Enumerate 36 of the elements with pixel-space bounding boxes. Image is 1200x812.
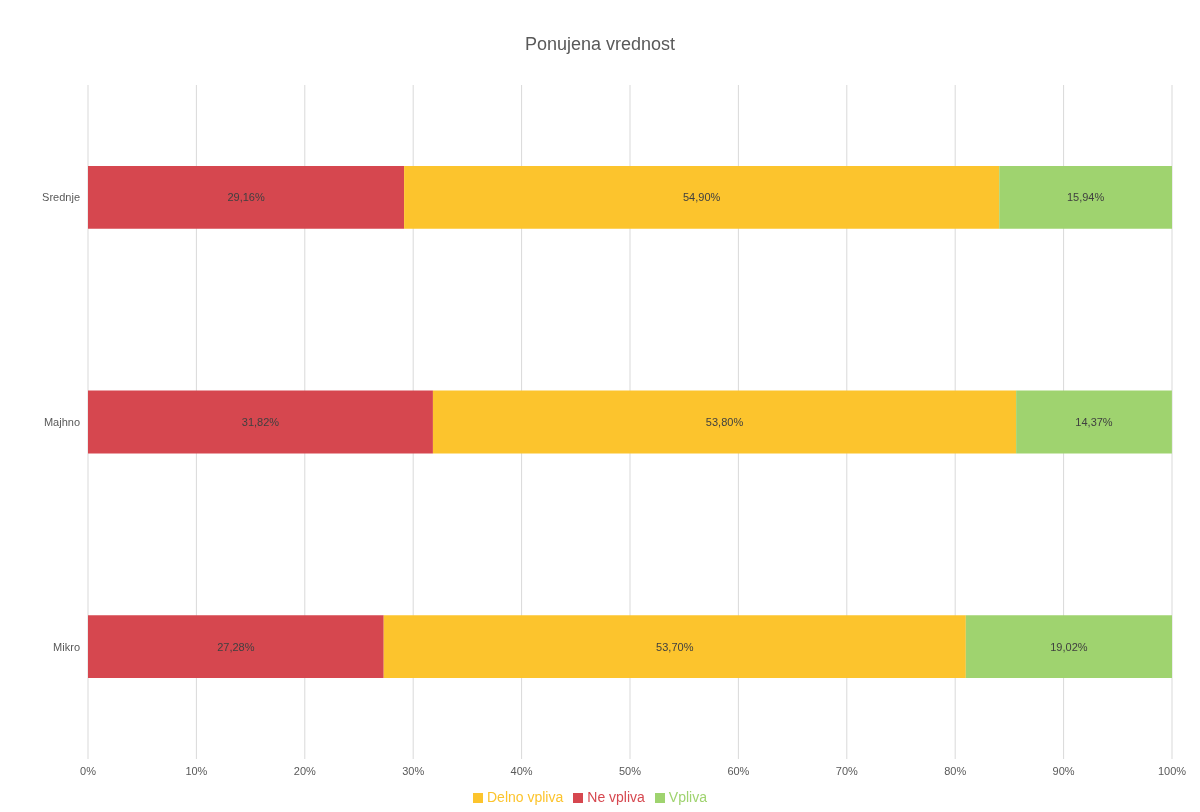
data-label: 53,70% xyxy=(656,640,694,653)
data-label: 31,82% xyxy=(241,416,280,428)
bar xyxy=(88,165,405,229)
x-tick-label: 60% xyxy=(727,764,750,777)
x-tick-label: 100% xyxy=(1157,764,1187,777)
bar xyxy=(383,615,966,679)
x-tick-label: 0% xyxy=(80,764,97,777)
bar xyxy=(432,390,1017,454)
bar xyxy=(88,615,384,679)
y-tick-label: Majhno xyxy=(43,415,80,428)
data-label: 19,02% xyxy=(1050,640,1088,653)
data-label: 53,80% xyxy=(705,416,744,428)
bar xyxy=(404,165,1000,229)
x-tick-label: 80% xyxy=(944,764,967,777)
data-label: 54,90% xyxy=(683,191,721,204)
legend-label: Vpliva xyxy=(668,789,707,805)
legend-label: Ne vpliva xyxy=(587,789,645,805)
bar xyxy=(965,615,1172,679)
data-label: 29,16% xyxy=(227,191,265,204)
bar xyxy=(999,165,1172,229)
x-tick-label: 40% xyxy=(510,764,533,777)
legend-label: Delno vpliva xyxy=(487,789,564,805)
x-tick-label: 90% xyxy=(1052,764,1075,777)
bar xyxy=(88,390,433,454)
x-tick-label: 20% xyxy=(293,764,317,777)
x-tick-label: 30% xyxy=(402,764,425,777)
x-tick-label: 50% xyxy=(618,764,642,777)
bar xyxy=(1016,390,1172,454)
y-tick-label: Srednje xyxy=(42,191,80,204)
x-tick-label: 70% xyxy=(835,764,859,777)
chart-title: Ponujena vrednost xyxy=(523,33,677,56)
y-tick-label: Mikro xyxy=(53,640,80,653)
data-label: 15,94% xyxy=(1066,191,1105,204)
x-tick-label: 10% xyxy=(185,764,208,777)
data-label: 14,37% xyxy=(1075,416,1113,428)
data-label: 27,28% xyxy=(217,640,255,653)
